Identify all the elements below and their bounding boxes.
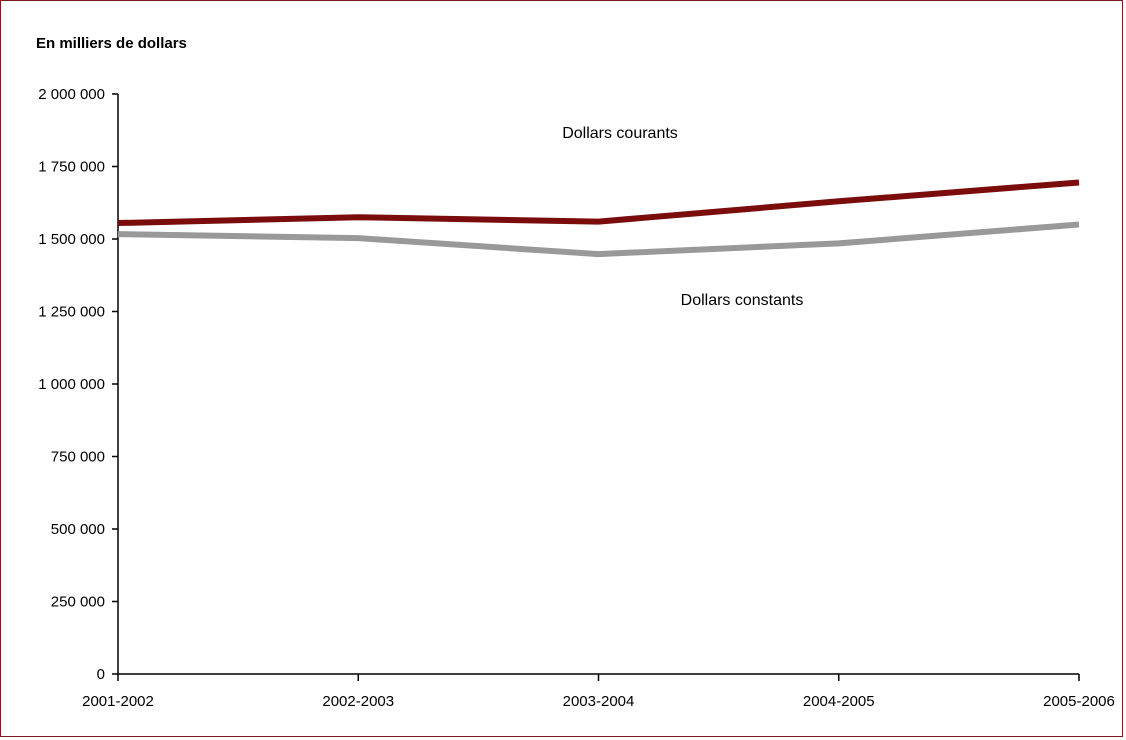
x-tick-label: 2001-2002 <box>82 693 154 710</box>
series-layer <box>117 179 1080 258</box>
y-tick-label: 0 <box>97 666 105 683</box>
series-line-dollars-courants <box>117 179 1080 227</box>
y-tick-label: 2 000 000 <box>38 86 105 103</box>
y-tick-label: 1 750 000 <box>38 159 105 176</box>
y-tick-label: 750 000 <box>51 449 105 466</box>
x-tick-label: 2003-2004 <box>563 693 635 710</box>
series-label-dollars-courants: Dollars courants <box>562 125 678 142</box>
y-tick-label: 1 000 000 <box>38 376 105 393</box>
x-tick-label: 2005-2006 <box>1043 693 1115 710</box>
y-tick-label: 500 000 <box>51 521 105 538</box>
y-tick-label: 250 000 <box>51 594 105 611</box>
y-tick-label: 1 500 000 <box>38 231 105 248</box>
axes: 0 250 000 500 000 750 000 1 000 000 1 250 000… <box>38 86 1115 710</box>
series-label-dollars-constants: Dollars constants <box>681 292 804 309</box>
x-tick-label: 2004-2005 <box>803 693 875 710</box>
series-line-dollars-constants <box>117 221 1080 258</box>
y-tick-label: 1 250 000 <box>38 304 105 321</box>
y-axis-title: En milliers de dollars <box>36 35 187 52</box>
x-tick-label: 2002-2003 <box>322 693 394 710</box>
